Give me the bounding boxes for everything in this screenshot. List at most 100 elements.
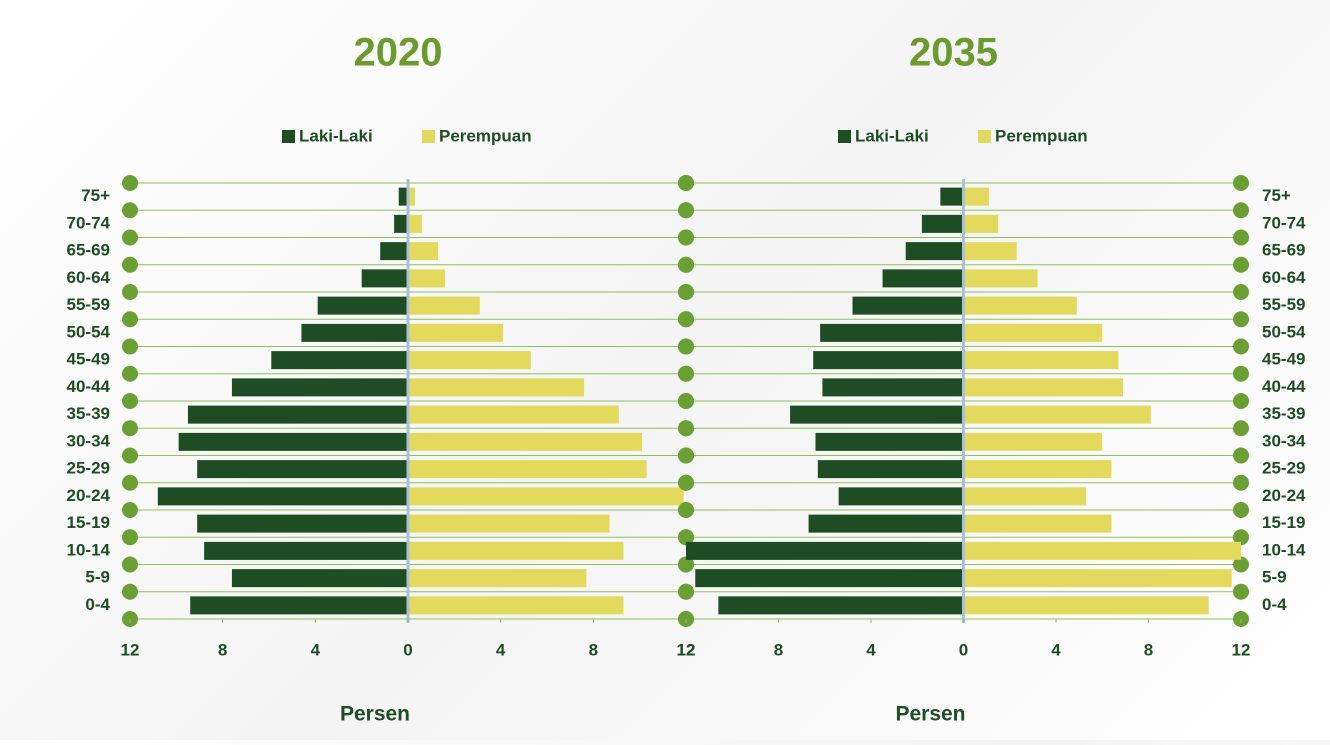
category-label: 20-24	[1262, 486, 1306, 505]
bar	[838, 487, 964, 506]
bar	[408, 405, 619, 424]
bar	[963, 323, 1103, 342]
bar	[204, 541, 408, 560]
category-label: 5-9	[85, 568, 110, 587]
category-label: 65-69	[1262, 241, 1305, 260]
row-dot	[678, 229, 694, 246]
legend-label: Perempuan	[439, 126, 532, 145]
category-label: 30-34	[1262, 431, 1306, 450]
bar	[408, 296, 480, 315]
bar	[905, 242, 964, 261]
category-label: 30-34	[67, 431, 111, 450]
x-tick-label: 4	[496, 640, 506, 659]
bar	[408, 351, 531, 370]
bar	[178, 432, 408, 451]
row-dot	[122, 529, 138, 546]
row-dot	[1233, 284, 1249, 300]
row-dot	[1233, 583, 1249, 600]
category-label: 40-44	[1262, 377, 1306, 396]
bar	[408, 378, 585, 397]
x-tick-label: 12	[1232, 640, 1251, 659]
bar	[921, 214, 964, 233]
x-tick-label: 4	[1051, 640, 1061, 659]
bar	[695, 569, 964, 588]
row-dot	[1233, 311, 1249, 328]
row-dot	[122, 311, 138, 328]
bar	[808, 514, 964, 533]
category-label: 50-54	[1262, 322, 1306, 341]
bar	[408, 514, 610, 533]
bar	[317, 296, 408, 315]
bar	[301, 323, 408, 342]
bar	[963, 296, 1077, 315]
row-dot	[678, 556, 694, 573]
bar	[963, 405, 1151, 424]
category-label: 20-24	[67, 486, 111, 505]
bar	[197, 460, 408, 479]
category-label: 5-9	[1262, 568, 1287, 587]
bar	[197, 514, 408, 533]
bar	[718, 596, 964, 615]
bar	[963, 569, 1232, 588]
row-dot	[122, 420, 138, 437]
row-dot	[678, 474, 694, 491]
bar	[394, 214, 408, 233]
category-label: 60-64	[1262, 268, 1306, 287]
row-dot	[1233, 502, 1249, 518]
row-dot	[678, 583, 694, 600]
bar	[963, 187, 989, 206]
category-label: 35-39	[1262, 404, 1305, 423]
row-dot	[1233, 365, 1249, 382]
bar	[408, 214, 422, 233]
row-dot	[678, 202, 694, 219]
bar	[882, 269, 964, 288]
bar	[963, 242, 1017, 261]
x-tick-label: 12	[677, 640, 696, 659]
bar	[963, 269, 1038, 288]
row-dot	[122, 338, 138, 355]
row-dot	[122, 474, 138, 491]
category-label: 55-59	[67, 295, 110, 314]
row-dot	[1233, 447, 1249, 464]
row-dot	[1233, 202, 1249, 219]
bar	[271, 351, 408, 370]
category-label: 75+	[1262, 186, 1291, 205]
row-dot	[122, 175, 138, 191]
bar	[190, 596, 408, 615]
row-dot	[678, 529, 694, 546]
x-tick-label: 12	[121, 640, 140, 659]
bar	[361, 269, 408, 288]
bar	[963, 351, 1119, 370]
category-label: 70-74	[67, 213, 111, 232]
row-dot	[678, 365, 694, 382]
bar	[820, 323, 964, 342]
chart-title: 2020	[354, 31, 443, 75]
bar	[408, 460, 647, 479]
row-dot	[678, 502, 694, 518]
x-tick-label: 8	[218, 640, 227, 659]
row-dot	[1233, 256, 1249, 273]
row-dot	[678, 256, 694, 273]
category-label: 45-49	[67, 350, 110, 369]
bar	[822, 378, 964, 397]
row-dot	[678, 393, 694, 409]
bar	[940, 187, 964, 206]
x-tick-label: 8	[589, 640, 598, 659]
bar	[157, 487, 408, 506]
bar	[963, 541, 1241, 560]
legend-label: Laki-Laki	[299, 126, 373, 145]
row-dot	[1233, 556, 1249, 573]
bar	[408, 187, 415, 206]
category-label: 35-39	[67, 404, 110, 423]
legend-label: Laki-Laki	[855, 126, 929, 145]
row-dot	[678, 311, 694, 328]
row-dot	[122, 202, 138, 219]
bar	[963, 596, 1209, 615]
row-dot	[122, 229, 138, 246]
bar	[815, 432, 964, 451]
bar	[398, 187, 408, 206]
row-dot	[122, 365, 138, 382]
bar	[963, 378, 1124, 397]
row-dot	[1233, 420, 1249, 437]
